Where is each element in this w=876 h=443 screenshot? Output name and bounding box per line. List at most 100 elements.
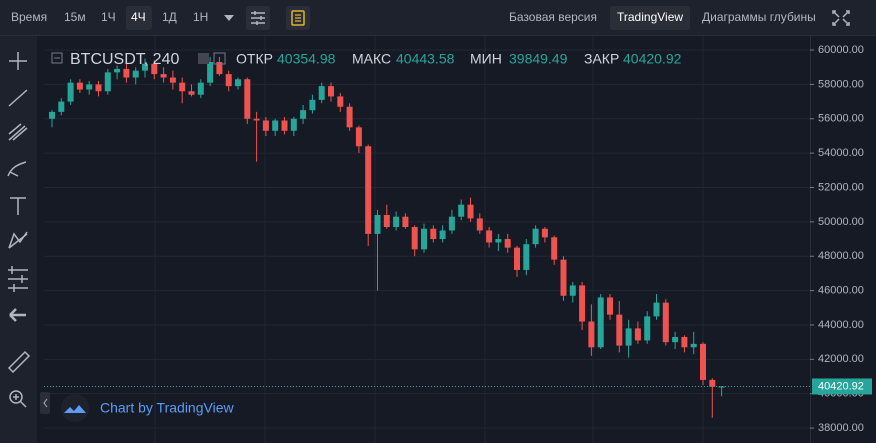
interval-button[interactable]: 1Ч (101, 10, 116, 24)
candle-body (541, 228, 548, 238)
y-tick-label: 56000.00 (818, 113, 864, 125)
candle-body (95, 84, 102, 92)
ohlc-value: 40420.92 (623, 51, 682, 67)
candle-body (132, 70, 139, 78)
interval-button[interactable]: 15м (64, 10, 86, 24)
candle-body (597, 297, 604, 348)
dropdown-arrow[interactable] (224, 15, 234, 21)
candle-body (76, 82, 83, 90)
candle-body (383, 214, 390, 228)
candle-body (365, 146, 372, 234)
fib-tool[interactable] (8, 123, 28, 141)
candle-body (486, 230, 493, 243)
collapse-arrow (43, 398, 48, 408)
candle-body (644, 316, 651, 341)
ohlc-label: МИН (470, 51, 502, 67)
candle-body (402, 216, 409, 228)
candle-body (272, 120, 279, 131)
ohlc-value: 39849.49 (509, 51, 568, 67)
candle-body (207, 62, 214, 83)
candle-body (700, 343, 706, 380)
plot: 60000.00 58000.00 56000.00 54000.00 52000.00… (44, 44, 872, 434)
y-tick-label: 50000.00 (818, 216, 864, 228)
pattern-tool[interactable] (8, 231, 28, 249)
candle-body (514, 247, 520, 270)
candle-body (300, 110, 307, 119)
candle-body (718, 386, 725, 388)
candle-body (672, 336, 679, 343)
candle-body (709, 379, 716, 387)
candle-body (458, 204, 465, 217)
back-tool[interactable] (9, 308, 26, 322)
candle-body (607, 297, 613, 315)
last-price-label: 40420.92 (818, 380, 864, 392)
candle-body (579, 285, 586, 322)
active-highlight (610, 6, 690, 30)
candle-body (253, 118, 260, 121)
candle-body (653, 302, 660, 317)
candle-body (662, 302, 669, 343)
ohlc-value: 40354.98 (277, 51, 336, 67)
candle-body (123, 68, 130, 78)
y-tick-label: 48000.00 (818, 250, 864, 262)
candle-body (551, 237, 558, 260)
candle-body (634, 328, 641, 341)
candle-body (142, 63, 148, 71)
collapse-icon[interactable] (51, 52, 63, 64)
candle-body (281, 120, 288, 131)
y-tick-label: 46000.00 (818, 284, 864, 296)
candle-body (318, 86, 325, 100)
settings-icon (251, 11, 265, 25)
candle-body (448, 216, 455, 231)
view-button[interactable]: Диаграммы глубины (702, 10, 816, 24)
y-tick-label: 38000.00 (818, 422, 864, 434)
ohlc-value: 40443.58 (396, 51, 455, 67)
indicators-icon (291, 10, 305, 26)
fullscreen-icon[interactable] (832, 10, 850, 26)
text-tool[interactable] (10, 197, 26, 215)
candle-body (216, 62, 223, 75)
prediction-tool[interactable] (8, 266, 28, 292)
candle-body (569, 285, 576, 296)
candle-body (421, 228, 427, 250)
candle-body (476, 218, 483, 231)
candle-body (616, 314, 623, 346)
candle-body (439, 230, 446, 240)
zoom-tool[interactable] (9, 390, 23, 404)
zoom-tool[interactable] (13, 394, 27, 408)
logo (64, 405, 86, 413)
candle-body (532, 228, 539, 245)
candle-body (328, 86, 334, 97)
candle-body (374, 214, 381, 234)
candle-body (495, 239, 502, 243)
interval-button[interactable]: 1Д (162, 10, 177, 24)
candle-body (104, 72, 111, 92)
indicators-icon (295, 14, 301, 22)
interval-button[interactable]: 1Н (193, 10, 208, 24)
y-tick-label: 58000.00 (818, 78, 864, 90)
legend-button[interactable] (198, 53, 209, 64)
candle-body (588, 321, 595, 348)
candle-body (58, 101, 65, 112)
candle-body (151, 63, 158, 75)
view-button[interactable]: TradingView (617, 10, 683, 24)
crosshair-tool[interactable] (9, 52, 27, 70)
brush-tool[interactable] (7, 161, 27, 177)
candle-body (197, 82, 204, 95)
trend-line-tool[interactable] (8, 89, 28, 107)
candle-body (393, 216, 400, 228)
candle-body (430, 228, 437, 240)
ohlc-label: МАКС (352, 51, 391, 67)
view-button[interactable]: Базовая версия (509, 10, 597, 24)
candle-body (690, 343, 697, 348)
interval-button[interactable]: 4Ч (131, 10, 146, 24)
last-price-tag (812, 378, 872, 395)
candle-body (160, 74, 167, 78)
ruler-tool[interactable] (7, 350, 31, 374)
candle-body (49, 111, 55, 119)
collapse-toolbar[interactable] (40, 392, 50, 414)
active-highlight (126, 6, 152, 30)
y-tick-label: 52000.00 (818, 181, 864, 193)
legend-button[interactable] (213, 52, 226, 65)
watermark[interactable]: Chart by TradingView (100, 400, 234, 416)
